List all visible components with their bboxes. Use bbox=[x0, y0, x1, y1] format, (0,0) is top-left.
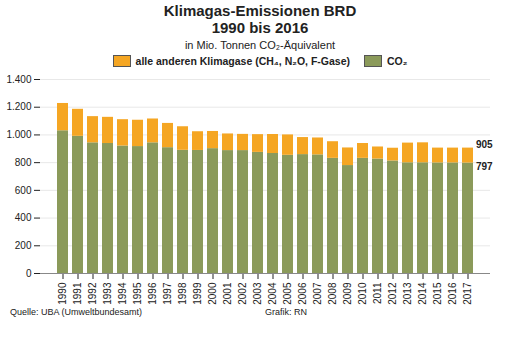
svg-text:1998: 1998 bbox=[177, 282, 188, 305]
svg-text:1994: 1994 bbox=[117, 282, 128, 305]
html-text:in Mio. Tonnen CO₂-Äquivalent: in Mio. Tonnen CO₂-Äquivalent bbox=[184, 38, 336, 51]
svg-text:1.400: 1.400 bbox=[6, 73, 31, 84]
svg-text:2004: 2004 bbox=[267, 282, 278, 305]
svg-text:1990: 1990 bbox=[57, 282, 68, 305]
svg-text:2016: 2016 bbox=[447, 282, 458, 305]
svg-text:2000: 2000 bbox=[207, 282, 218, 305]
svg-text:2006: 2006 bbox=[297, 282, 308, 305]
svg-text:1.000: 1.000 bbox=[6, 129, 31, 140]
svg-text:1993: 1993 bbox=[102, 282, 113, 305]
svg-text:2010: 2010 bbox=[357, 282, 368, 305]
svg-text:2011: 2011 bbox=[372, 282, 383, 304]
svg-text:2017: 2017 bbox=[462, 282, 473, 305]
svg-text:2007: 2007 bbox=[312, 282, 323, 305]
html-text:Quelle: UBA (Umweltbundesamt): Quelle: UBA (Umweltbundesamt) bbox=[10, 306, 143, 317]
svg-text:2005: 2005 bbox=[282, 282, 293, 305]
svg-text:2008: 2008 bbox=[327, 282, 338, 305]
svg-text:1996: 1996 bbox=[147, 282, 158, 305]
html-text:CO₂: CO₂ bbox=[387, 54, 408, 67]
svg-text:2009: 2009 bbox=[342, 282, 353, 305]
svg-text:905: 905 bbox=[476, 139, 493, 150]
svg-text:1997: 1997 bbox=[162, 282, 173, 305]
svg-text:797: 797 bbox=[476, 161, 493, 172]
svg-text:2014: 2014 bbox=[417, 282, 428, 305]
svg-text:600: 600 bbox=[15, 184, 32, 195]
html-text:alle anderen Klimagase (CH₄, N: alle anderen Klimagase (CH₄, N₂O, F-Gase… bbox=[135, 54, 350, 67]
html-text:Grafik: RN: Grafik: RN bbox=[265, 306, 307, 317]
svg-text:0: 0 bbox=[26, 267, 32, 278]
svg-text:200: 200 bbox=[15, 239, 32, 250]
svg-text:800: 800 bbox=[15, 156, 32, 167]
svg-text:2002: 2002 bbox=[237, 282, 248, 305]
svg-text:2012: 2012 bbox=[387, 282, 398, 305]
svg-text:2001: 2001 bbox=[222, 282, 233, 305]
svg-text:1999: 1999 bbox=[192, 282, 203, 305]
svg-text:1.200: 1.200 bbox=[6, 101, 31, 112]
html-text:Klimagas-Emissionen BRD 1990 b: Klimagas-Emissionen BRD 1990 bis 2016 bbox=[163, 2, 357, 37]
svg-text:1991: 1991 bbox=[72, 282, 83, 305]
svg-text:2013: 2013 bbox=[402, 282, 413, 305]
svg-text:1992: 1992 bbox=[87, 282, 98, 305]
svg-text:400: 400 bbox=[15, 212, 32, 223]
svg-text:2003: 2003 bbox=[252, 282, 263, 305]
svg-text:2015: 2015 bbox=[432, 282, 443, 305]
svg-text:1995: 1995 bbox=[132, 282, 143, 305]
